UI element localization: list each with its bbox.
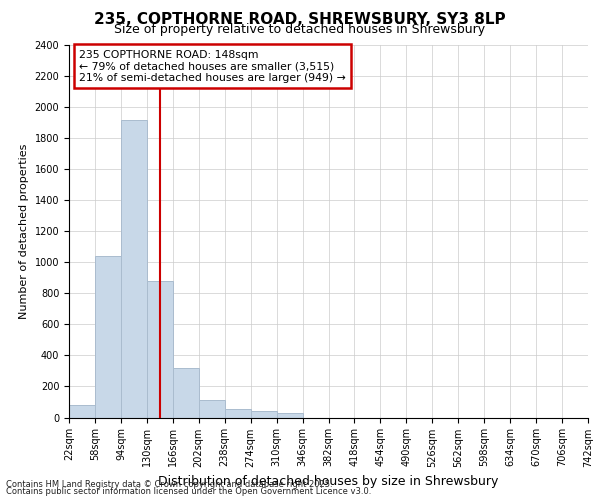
- Bar: [224, 409, 251, 418]
- Text: 235, COPTHORNE ROAD, SHREWSBURY, SY3 8LP: 235, COPTHORNE ROAD, SHREWSBURY, SY3 8LP: [94, 12, 506, 28]
- Bar: [147, 281, 173, 417]
- Y-axis label: Number of detached properties: Number of detached properties: [19, 144, 29, 319]
- Bar: [121, 120, 147, 418]
- Bar: [199, 400, 224, 417]
- Bar: [173, 368, 199, 418]
- Text: Size of property relative to detached houses in Shrewsbury: Size of property relative to detached ho…: [115, 22, 485, 36]
- Text: Contains HM Land Registry data © Crown copyright and database right 2025.: Contains HM Land Registry data © Crown c…: [6, 480, 332, 489]
- Text: 235 COPTHORNE ROAD: 148sqm
← 79% of detached houses are smaller (3,515)
21% of s: 235 COPTHORNE ROAD: 148sqm ← 79% of deta…: [79, 50, 346, 83]
- Bar: [251, 412, 277, 418]
- Bar: [95, 256, 121, 418]
- X-axis label: Distribution of detached houses by size in Shrewsbury: Distribution of detached houses by size …: [158, 475, 499, 488]
- Bar: [69, 405, 95, 417]
- Text: Contains public sector information licensed under the Open Government Licence v3: Contains public sector information licen…: [6, 487, 371, 496]
- Bar: [277, 413, 302, 418]
